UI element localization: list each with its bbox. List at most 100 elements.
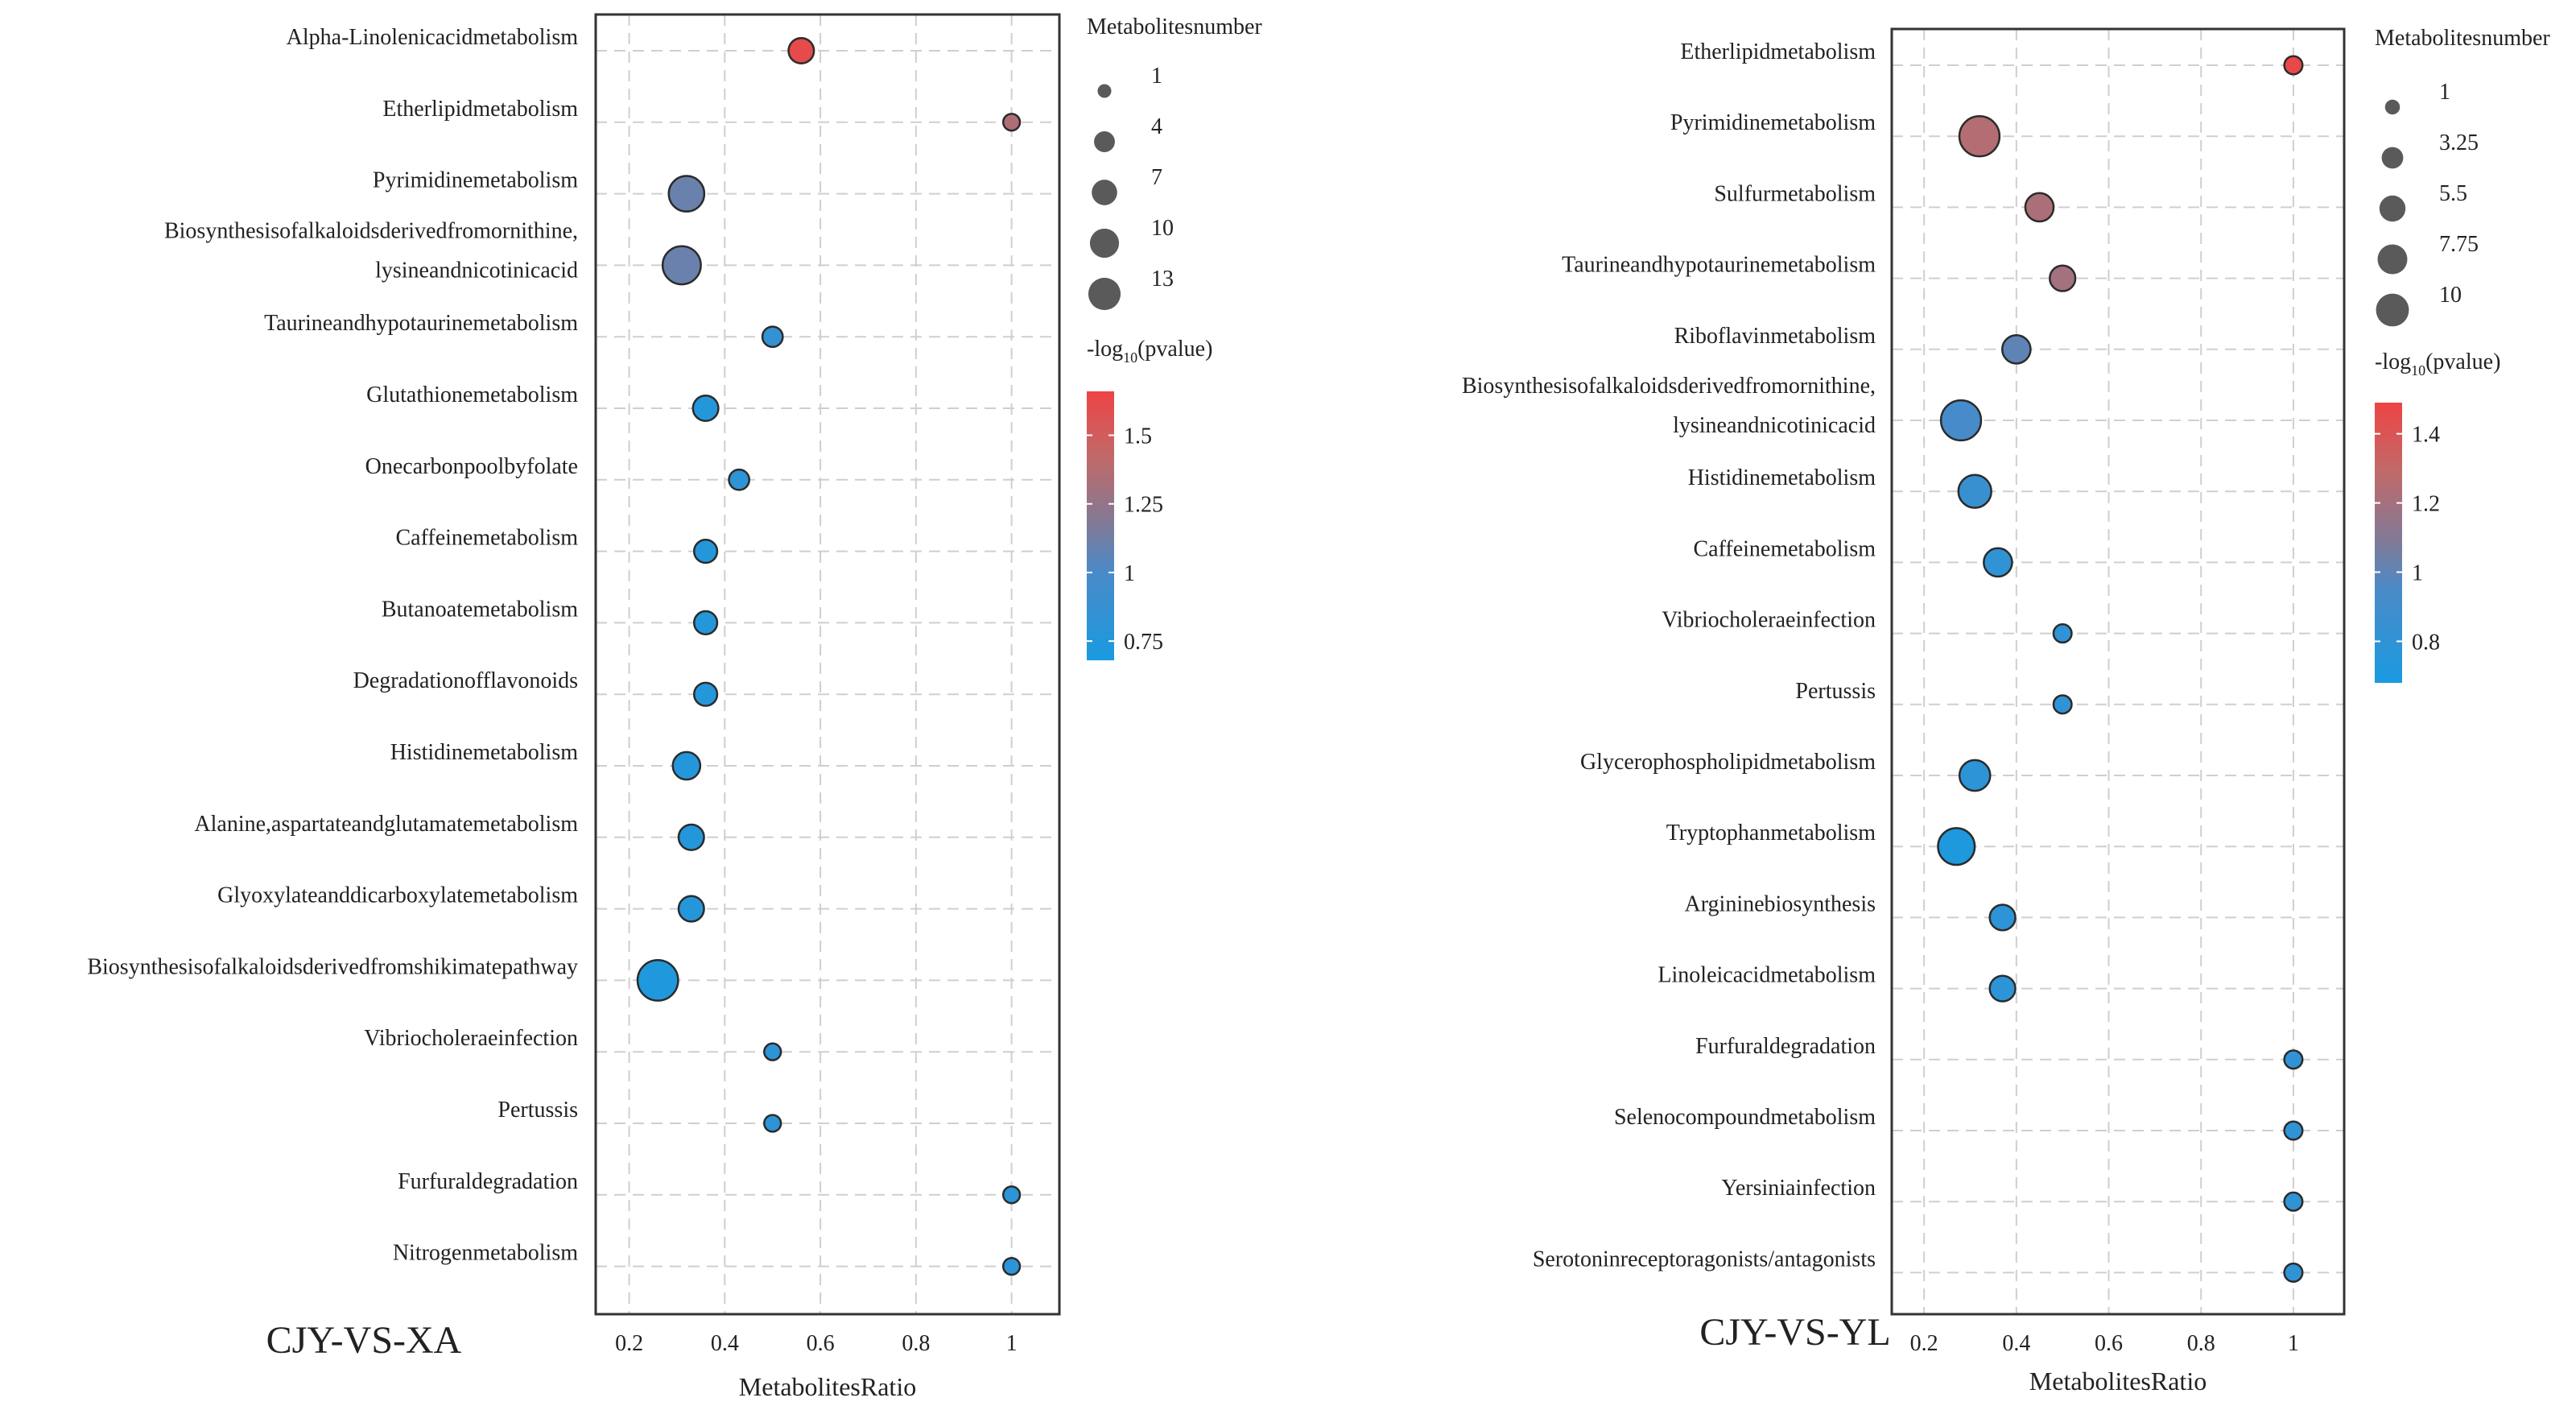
color-legend-title-tail: (pvalue) xyxy=(2425,349,2500,374)
bubble-point xyxy=(2283,1191,2304,1212)
y-tick-label: lysineandnicotinicacid xyxy=(375,258,578,283)
y-tick-label: Histidinemetabolism xyxy=(1688,465,1876,490)
color-legend-subscript: 10 xyxy=(2411,362,2425,378)
bubble-point xyxy=(636,958,679,1002)
y-tick-label: Onecarbonpoolbyfolate xyxy=(365,454,578,479)
size-legend-swatch xyxy=(1092,180,1117,205)
size-legend-label: 5.5 xyxy=(2439,181,2467,206)
chart-title: CJY-VS-XA xyxy=(266,1319,462,1362)
bubble-point xyxy=(661,245,702,286)
y-tick-label: Nitrogenmetabolism xyxy=(393,1241,578,1266)
size-legend-swatch xyxy=(2384,99,2401,115)
x-tick-label: 0.4 xyxy=(2002,1331,2030,1356)
panel-cjy-vs-xa: Alpha-Linolenicacidmetabolism Etherlipidm… xyxy=(87,13,1262,1401)
bubble-point xyxy=(692,538,719,564)
y-tick-label: Vibriocholeraeinfection xyxy=(1662,608,1876,633)
plot-frame xyxy=(1890,27,2346,1316)
size-legend-swatch xyxy=(2377,244,2408,275)
bubble-point xyxy=(691,394,720,423)
size-legend-swatch xyxy=(1097,84,1112,98)
color-legend-title: -log10(pvalue) xyxy=(2375,349,2500,378)
size-legend-label: 3.25 xyxy=(2439,130,2479,155)
y-tick-label: Glycerophospholipidmetabolism xyxy=(1580,750,1876,775)
y-tick-label: Riboflavinmetabolism xyxy=(1674,324,1876,349)
y-tick-label: Tryptophanmetabolism xyxy=(1666,821,1876,846)
colorbar xyxy=(1087,391,1114,660)
color-legend-subscript: 10 xyxy=(1123,349,1137,366)
bubble-point xyxy=(2000,333,2032,365)
bubble-point xyxy=(1957,473,1992,509)
y-tick-label: Pyrimidinemetabolism xyxy=(1670,110,1876,135)
x-tick-label: 1 xyxy=(2288,1331,2299,1356)
bubble-point xyxy=(1001,113,1022,132)
size-legend-title: Metabolitesnumber xyxy=(2375,26,2550,51)
bubble-point xyxy=(2024,192,2055,223)
colorbar-tick-label: 1 xyxy=(2412,561,2423,586)
bubble-point xyxy=(787,36,815,65)
size-legend-label: 10 xyxy=(1151,216,1174,241)
size-legend-swatch xyxy=(2381,147,2404,169)
size-legend-label: 1 xyxy=(1151,64,1162,89)
y-tick-label: Serotoninreceptoragonists/antagonists xyxy=(1533,1247,1876,1271)
y-tick-label: Alpha-Linolenicacidmetabolism xyxy=(287,25,579,50)
y-tick-label: Biosynthesisofalkaloidsderivedfromornith… xyxy=(164,218,578,243)
y-tick-label: Glyoxylateanddicarboxylatemetabolism xyxy=(217,883,578,908)
bubble-point xyxy=(2283,1262,2304,1283)
y-tick-label: Vibriocholeraeinfection xyxy=(364,1026,578,1051)
y-tick-label: Caffeinemetabolism xyxy=(1693,536,1876,561)
y-tick-label: Pertussis xyxy=(1795,679,1876,704)
bubble-point xyxy=(1001,1256,1022,1276)
size-legend-label: 7 xyxy=(1151,165,1162,190)
x-tick-label: 0.2 xyxy=(1910,1331,1938,1356)
size-legend-swatch xyxy=(2379,195,2406,222)
size-legend-label: 7.75 xyxy=(2439,232,2479,257)
y-tick-label: Pertussis xyxy=(497,1098,578,1123)
y-tick-label: Taurineandhypotaurinemetabolism xyxy=(264,311,578,336)
y-tick-label: Furfuraldegradation xyxy=(398,1169,578,1194)
bubble-point xyxy=(692,610,719,636)
size-legend-swatch xyxy=(1094,131,1115,152)
y-tick-label: Butanoatemetabolism xyxy=(382,597,578,622)
x-tick-label: 0.2 xyxy=(615,1331,643,1356)
panel-cjy-vs-yl: Etherlipidmetabolism Pyrimidinemetabolism… xyxy=(1462,26,2550,1396)
y-tick-label: lysineandnicotinicacid xyxy=(1673,413,1876,438)
y-tick-label: Biosynthesisofalkaloidsderivedfromshikim… xyxy=(87,954,578,979)
bubble-point xyxy=(763,1114,782,1133)
bubble-point xyxy=(677,895,705,923)
x-tick-label: 1 xyxy=(1006,1331,1018,1356)
bubble-point xyxy=(2283,55,2304,76)
bubble-point xyxy=(2052,623,2073,644)
size-legend-label: 13 xyxy=(1151,267,1174,292)
y-tick-label: Caffeinemetabolism xyxy=(395,526,578,551)
bubble-point xyxy=(2049,264,2077,292)
x-tick-label: 0.4 xyxy=(711,1331,739,1356)
y-tick-label: Glutathionemetabolism xyxy=(366,382,578,407)
y-tick-label: Histidinemetabolism xyxy=(390,740,579,765)
bubble-point xyxy=(761,325,784,349)
y-tick-label: Pyrimidinemetabolism xyxy=(373,168,578,193)
size-legend-title: Metabolitesnumber xyxy=(1087,14,1262,39)
color-legend-title: -log10(pvalue) xyxy=(1087,337,1212,366)
size-legend-swatch xyxy=(1088,277,1121,311)
chart-title: CJY-VS-YL xyxy=(1699,1311,1890,1354)
y-tick-label: Taurineandhypotaurinemetabolism xyxy=(1562,253,1876,278)
bubble-point xyxy=(1983,547,2013,578)
bubble-point xyxy=(671,750,702,781)
y-tick-label: Sulfurmetabolism xyxy=(1714,181,1876,206)
bubble-point xyxy=(1988,974,2017,1003)
y-tick-label: Argininebiosynthesis xyxy=(1685,891,1876,916)
y-tick-label: Yersiniainfection xyxy=(1721,1176,1876,1201)
x-tick-label: 0.6 xyxy=(2095,1331,2123,1356)
colorbar-tick-label: 1.2 xyxy=(2412,492,2440,517)
x-axis-label: MetabolitesRatio xyxy=(739,1372,916,1401)
bubble-point xyxy=(728,468,751,491)
size-legend-label: 1 xyxy=(2439,80,2450,105)
colorbar-tick-label: 1.4 xyxy=(2412,423,2440,448)
y-tick-label: Furfuraldegradation xyxy=(1695,1034,1876,1059)
size-legend-label: 4 xyxy=(1151,114,1162,139)
bubble-point xyxy=(1937,827,1976,866)
colorbar-tick-label: 1 xyxy=(1124,561,1135,586)
bubble-point xyxy=(1958,115,2001,158)
bubble-point xyxy=(2283,1049,2304,1070)
y-tick-label: Linoleicacidmetabolism xyxy=(1657,963,1876,988)
